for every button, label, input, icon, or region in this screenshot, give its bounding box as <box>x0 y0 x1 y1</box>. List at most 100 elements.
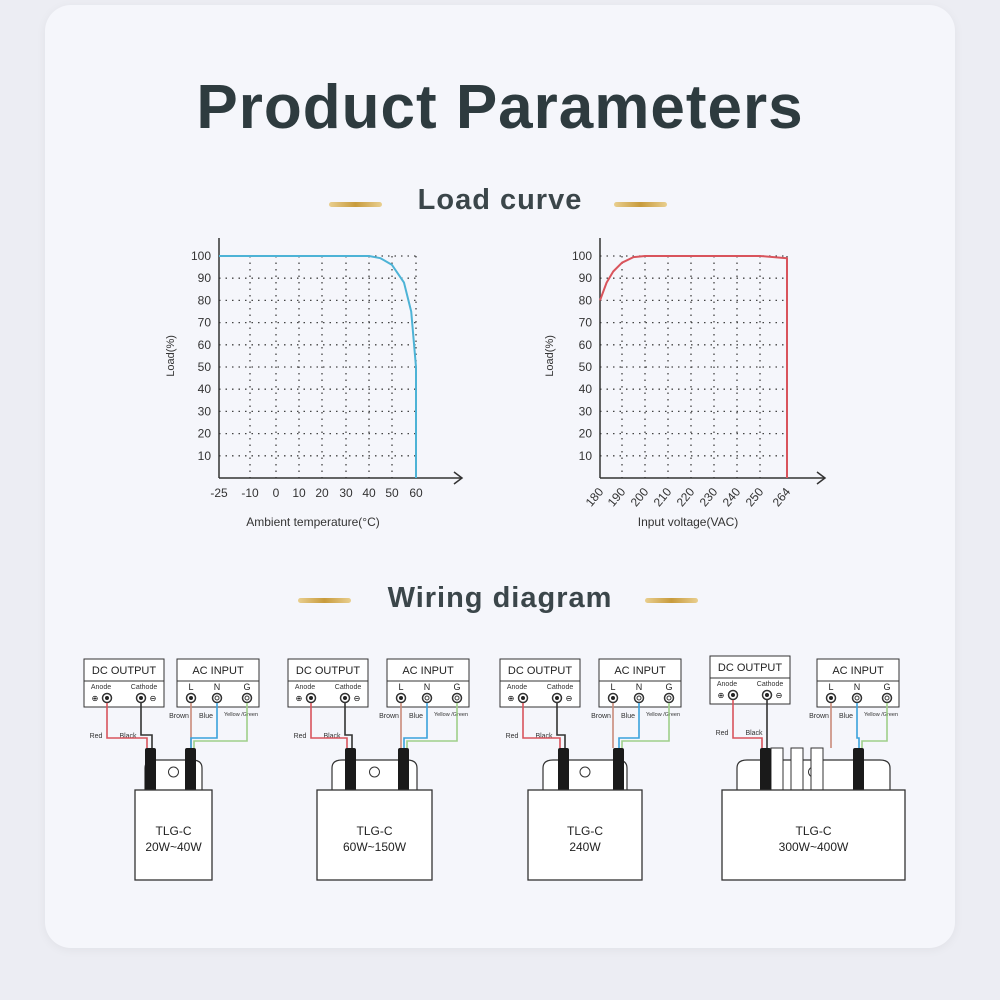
driver-box <box>527 789 643 881</box>
wire-label-yellow-green: Yellow /Green <box>224 712 258 718</box>
dc-terminal-box <box>499 680 581 708</box>
y-tick-label: 10 <box>198 449 212 463</box>
terminal-dot <box>214 695 220 701</box>
wiring-diagrams: DC OUTPUT Anode Cathode ⊕ ⊖ AC INPUT L N G Red Bla… <box>83 655 906 881</box>
terminal-dot <box>105 696 109 700</box>
model-label: TLG-C <box>567 824 603 838</box>
yellow-green-wire <box>406 703 458 748</box>
minus-icon: ⊖ <box>776 691 783 700</box>
y-tick-label: 60 <box>579 338 593 352</box>
wire-label-black: Black <box>119 733 137 740</box>
x-tick-label: 20 <box>315 486 329 500</box>
cathode-label: Cathode <box>757 681 784 688</box>
terminal-g-label: G <box>453 682 460 692</box>
wire-label-brown: Brown <box>591 713 611 720</box>
y-tick-label: 80 <box>579 293 593 307</box>
terminal-g-label: G <box>883 682 890 692</box>
wiring-panel: DC OUTPUT Anode Cathode ⊕ ⊖ AC INPUT L N G Red Bla… <box>499 658 682 881</box>
blue-wire <box>856 703 860 748</box>
power-label: 300W~400W <box>779 840 849 854</box>
x-axis-arrow-icon <box>453 471 464 485</box>
x-tick-label: 50 <box>385 486 399 500</box>
terminal-dot <box>399 696 403 700</box>
red-wire <box>732 700 763 748</box>
y-tick-label: 10 <box>579 449 593 463</box>
x-tick-label: 230 <box>697 485 721 510</box>
wire-label-black: Black <box>745 730 763 737</box>
wire-label-black: Black <box>535 733 553 740</box>
driver-box <box>316 789 433 881</box>
wire-label-brown: Brown <box>169 713 189 720</box>
red-wire <box>310 703 348 748</box>
anode-label: Anode <box>91 684 111 691</box>
cathode-label: Cathode <box>547 684 574 691</box>
y-axis-label: Load(%) <box>544 335 556 377</box>
x-tick-label: 220 <box>674 485 698 510</box>
decor-bar <box>614 202 667 207</box>
terminal-dot <box>139 696 143 700</box>
plus-icon: ⊕ <box>508 694 515 703</box>
terminal-dot <box>424 695 430 701</box>
minus-icon: ⊖ <box>150 694 157 703</box>
x-tick-label: -25 <box>210 486 228 500</box>
terminal-dot <box>854 695 860 701</box>
black-wire <box>556 703 566 748</box>
cable <box>760 748 771 796</box>
terminal-dot <box>244 695 250 701</box>
wire-label-blue: Blue <box>621 713 635 720</box>
decor-bar <box>329 202 382 207</box>
cable-gland <box>810 747 824 791</box>
x-tick-label: 210 <box>651 485 675 510</box>
terminal-n-label: N <box>424 682 431 692</box>
cable <box>145 748 156 796</box>
x-tick-label: 40 <box>362 486 376 500</box>
cable <box>853 748 864 796</box>
minus-icon: ⊖ <box>354 694 361 703</box>
cathode-label: Cathode <box>131 684 158 691</box>
wiring-heading: Wiring diagram <box>387 582 613 614</box>
x-tick-label: 190 <box>605 485 629 510</box>
cable <box>613 748 624 796</box>
power-label: 240W <box>569 840 601 854</box>
wire-label-blue: Blue <box>409 713 423 720</box>
x-tick-label: 264 <box>770 485 794 510</box>
blue-wire <box>618 703 640 748</box>
x-axis-label: Ambient temperature(°C) <box>246 515 380 529</box>
terminal-g-label: G <box>243 682 250 692</box>
cable <box>398 748 409 796</box>
decor-bar <box>645 598 698 603</box>
model-label: TLG-C <box>156 824 192 838</box>
x-tick-label: 180 <box>583 485 607 510</box>
load-curve-heading: Load curve <box>417 184 583 216</box>
anode-label: Anode <box>295 684 315 691</box>
y-tick-label: 50 <box>198 360 212 374</box>
anode-label: Anode <box>717 681 737 688</box>
power-label: 60W~150W <box>343 840 407 854</box>
black-wire <box>344 703 353 748</box>
ac-input-label: AC INPUT <box>614 665 666 677</box>
temperature-load-chart: 10 20 30 40 50 60 70 80 90 100 -25 -10 0 10 20 30 40 50 60… <box>165 238 464 529</box>
y-tick-label: 70 <box>579 316 593 330</box>
y-tick-label: 50 <box>579 360 593 374</box>
wire-label-brown: Brown <box>809 713 829 720</box>
terminal-dot <box>636 695 642 701</box>
terminal-dot <box>454 695 460 701</box>
cable <box>185 748 196 796</box>
power-label: 20W~40W <box>145 840 202 854</box>
wire-label-red: Red <box>506 733 519 740</box>
terminal-dot <box>829 696 833 700</box>
red-wire <box>522 703 561 748</box>
x-tick-label: 250 <box>743 485 767 510</box>
blue-wire <box>190 703 218 748</box>
y-tick-label: 20 <box>579 427 593 441</box>
y-tick-label: 100 <box>191 249 211 263</box>
cable <box>345 748 356 796</box>
wire-label-black: Black <box>323 733 341 740</box>
y-tick-label: 30 <box>198 404 212 418</box>
dc-terminal-box <box>709 677 791 705</box>
y-tick-label: 100 <box>572 249 592 263</box>
terminal-dot <box>555 696 559 700</box>
terminal-dot <box>611 696 615 700</box>
x-tick-label: 60 <box>409 486 423 500</box>
